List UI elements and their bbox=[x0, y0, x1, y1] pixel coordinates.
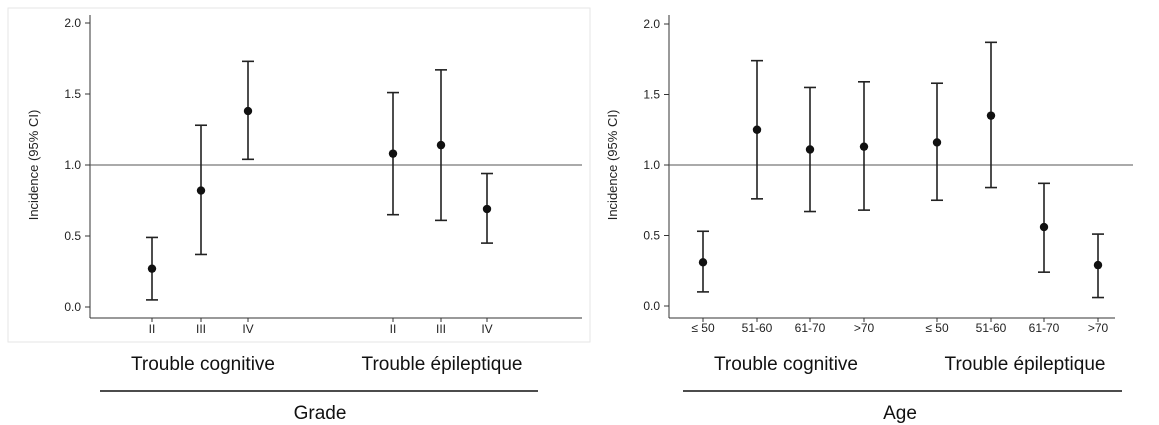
panel-age-ytick-label: 0.0 bbox=[643, 299, 660, 313]
panel-age-ytick-label: 2.0 bbox=[643, 17, 660, 31]
panel-grade-ytick-label: 0.0 bbox=[64, 300, 81, 314]
panel-grade-caption: Grade bbox=[294, 403, 347, 424]
panel-age-point bbox=[932, 138, 942, 147]
panel-age-ytick-label: 0.5 bbox=[643, 229, 660, 243]
panel-age-xtick-label: >70 bbox=[854, 321, 875, 335]
panel-grade-point bbox=[196, 186, 206, 195]
panel-age-caption: Age bbox=[883, 403, 917, 424]
panel-grade-xtick-label: IV bbox=[242, 322, 253, 336]
panel-grade-point bbox=[147, 264, 157, 273]
panel-age-xtick-label: ≤ 50 bbox=[925, 321, 949, 335]
panel-grade-ytick-label: 1.5 bbox=[64, 87, 81, 101]
panel-grade-group-epileptique: Trouble épileptique bbox=[362, 354, 523, 375]
panel-age-group-cognitive: Trouble cognitive bbox=[714, 354, 858, 375]
panel-grade-ylabel: Incidence (95% CI) bbox=[26, 110, 41, 221]
panel-age-point bbox=[986, 111, 996, 120]
panel-age-point bbox=[859, 142, 869, 151]
panel-grade-xtick-label: II bbox=[149, 322, 156, 336]
panel-grade-xtick-label: IV bbox=[481, 322, 492, 336]
panel-grade-point bbox=[482, 204, 492, 214]
panel-grade: 0.00.51.01.52.0 II III IV II III IV Incidence… bbox=[7, 7, 591, 424]
panel-age-ylabel: Incidence (95% CI) bbox=[605, 110, 620, 221]
panel-grade-border bbox=[7, 7, 591, 343]
panel-grade-group-cognitive: Trouble cognitive bbox=[131, 354, 275, 375]
panel-age-point bbox=[1039, 222, 1049, 232]
panel-grade-ytick-label: 0.5 bbox=[64, 229, 81, 243]
panel-age-xtick-label: 61-70 bbox=[795, 321, 826, 335]
panel-age-point bbox=[752, 125, 762, 134]
panel-grade-xtick-label: II bbox=[390, 322, 397, 336]
panel-age-xtick-label: ≤ 50 bbox=[691, 321, 715, 335]
panel-grade-ytick-label: 1.0 bbox=[64, 158, 81, 172]
panel-age-ytick-label: 1.5 bbox=[643, 88, 660, 102]
panel-grade-point bbox=[388, 149, 398, 158]
panel-age-xtick-label: >70 bbox=[1088, 321, 1109, 335]
panel-grade-xtick-label: III bbox=[436, 322, 446, 336]
panel-age: 0.0 0.5 1.0 1.5 2.0 ≤ 50 51-60 61-70 >70 ≤ 50 51-… bbox=[605, 15, 1133, 424]
panel-grade-point bbox=[436, 140, 446, 150]
panel-age-xtick-label: 61-70 bbox=[1029, 321, 1060, 335]
panel-age-point bbox=[1093, 260, 1103, 270]
panel-age-point bbox=[805, 145, 815, 154]
panel-age-point bbox=[698, 258, 708, 267]
panel-age-xtick-label: 51-60 bbox=[742, 321, 773, 335]
panel-grade-xtick-label: III bbox=[196, 322, 206, 336]
panel-age-ytick-label: 1.0 bbox=[643, 158, 660, 172]
panel-grade-ytick-label: 2.0 bbox=[64, 16, 81, 30]
panel-age-xtick-label: 51-60 bbox=[976, 321, 1007, 335]
panel-age-group-epileptique: Trouble épileptique bbox=[945, 354, 1106, 375]
panel-grade-point bbox=[243, 106, 253, 116]
